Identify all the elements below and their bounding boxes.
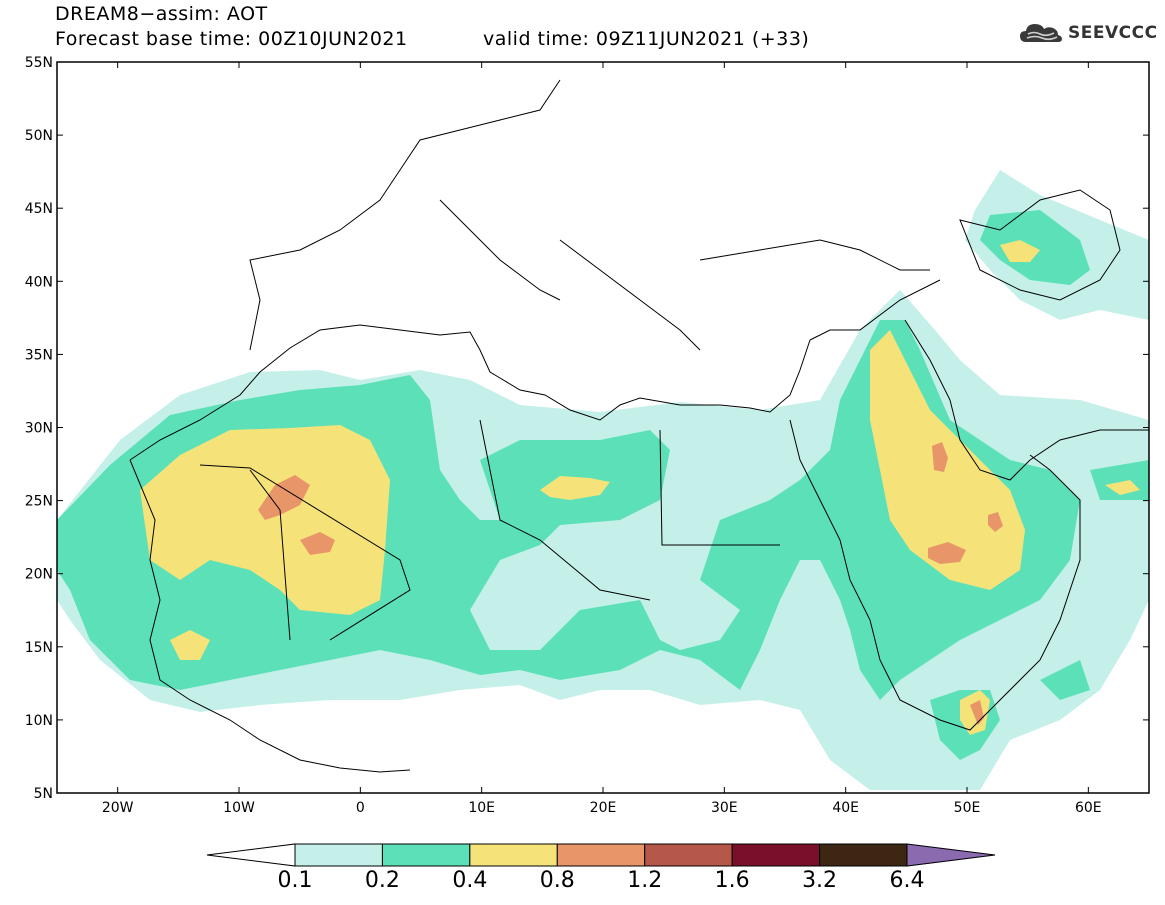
colorbar-level-label: 0.8 — [539, 868, 575, 893]
aot-field — [57, 170, 1149, 790]
colorbar-level-label: 0.1 — [277, 868, 313, 893]
lat-tick-label: 40N — [25, 274, 53, 290]
lon-axis: 20W 10W 0 10E 20E 30E 40E 50E 60E — [102, 62, 1102, 816]
lat-axis: 55N 50N 45N 40N 35N 30N 25N 20N 15N 10N 5N — [25, 55, 1149, 802]
coastlines — [129, 79, 1149, 773]
colorbar-segment — [731, 843, 821, 867]
lon-tick-label: 40E — [832, 800, 859, 816]
lat-tick-label: 45N — [25, 201, 53, 217]
colorbar-level-label: 6.4 — [889, 868, 925, 893]
lat-tick-label: 5N — [34, 786, 53, 802]
colorbar-segment — [294, 843, 383, 867]
lat-tick-label: 50N — [25, 128, 53, 144]
forecast-base-time: Forecast base time: 00Z10JUN2021 — [55, 28, 408, 50]
lat-tick-label: 25N — [25, 494, 53, 510]
colorbar-segment — [469, 843, 558, 867]
colorbar-segment — [556, 843, 646, 867]
cloud-icon — [1020, 24, 1062, 42]
colorbar-segment — [819, 843, 908, 867]
lon-tick-label: 60E — [1075, 800, 1102, 816]
lat-tick-label: 35N — [25, 347, 53, 363]
aot-band-0.8 — [258, 442, 1003, 725]
lon-tick-label: 0 — [356, 800, 365, 816]
colorbar-segment — [644, 843, 733, 867]
colorbar-segment — [381, 843, 471, 867]
colorbar-level-label: 1.6 — [714, 868, 750, 893]
lat-tick-label: 20N — [25, 567, 53, 583]
lon-tick-label: 20W — [102, 800, 134, 816]
colorbar-under-arrow — [206, 843, 296, 867]
colorbar-over-arrow — [906, 843, 996, 867]
lon-tick-label: 10W — [223, 800, 255, 816]
colorbar — [206, 843, 996, 867]
lon-tick-label: 50E — [954, 800, 981, 816]
colorbar-level-label: 0.4 — [452, 868, 488, 893]
lon-tick-label: 20E — [590, 800, 617, 816]
lon-tick-label: 10E — [468, 800, 495, 816]
lat-tick-label: 30N — [25, 421, 53, 437]
lat-tick-label: 15N — [25, 640, 53, 656]
lon-tick-label: 30E — [711, 800, 738, 816]
colorbar-level-label: 3.2 — [802, 868, 838, 893]
chart-title: DREAM8−assim: AOT — [55, 3, 268, 25]
valid-time: valid time: 09Z11JUN2021 (+33) — [483, 28, 810, 50]
logo-text: SEEVCCC — [1068, 23, 1158, 43]
colorbar-level-label: 0.2 — [364, 868, 400, 893]
lat-tick-label: 55N — [25, 55, 53, 71]
colorbar-level-label: 1.2 — [627, 868, 663, 893]
seevccc-logo: SEEVCCC — [1018, 20, 1158, 46]
lat-tick-label: 10N — [25, 713, 53, 729]
